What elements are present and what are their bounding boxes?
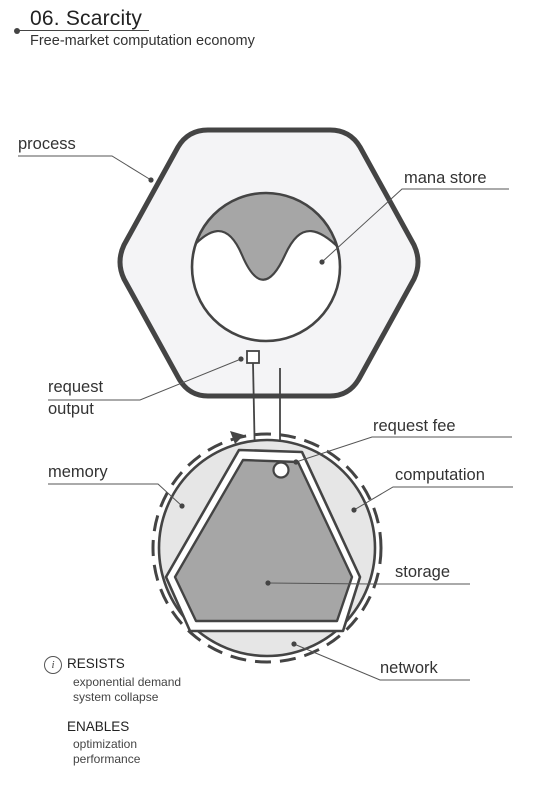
label-request-fee: request fee: [373, 417, 456, 435]
cycle-dashed-ring: [151, 432, 383, 664]
cycle-arrow-icon: [230, 431, 244, 444]
title-bullet: [14, 28, 20, 34]
label-network: network: [380, 659, 439, 677]
resists-title: RESISTS: [67, 656, 125, 671]
enables-title: ENABLES: [67, 719, 130, 734]
mana-wave-line: [192, 230, 340, 281]
title-underline: [17, 30, 149, 31]
page-subtitle: Free-market computation economy: [30, 33, 255, 49]
enables-item: optimization: [73, 737, 138, 751]
label-request-output-line2: output: [48, 400, 94, 418]
label-mana-store: mana store: [404, 169, 487, 187]
label-memory: memory: [48, 463, 108, 481]
enables-item: performance: [73, 752, 141, 766]
label-storage: storage: [395, 563, 450, 581]
info-icon: i: [44, 656, 62, 674]
resists-item: exponential demand: [73, 675, 182, 689]
label-request-output-line1: request: [48, 378, 103, 396]
request-fee-coin[interactable]: [272, 461, 290, 479]
label-computation: computation: [395, 466, 485, 484]
page-title: 06. Scarcity: [30, 7, 143, 30]
resists-item: system collapse: [73, 690, 159, 704]
label-process: process: [18, 135, 76, 153]
request-output-port[interactable]: [246, 350, 260, 364]
